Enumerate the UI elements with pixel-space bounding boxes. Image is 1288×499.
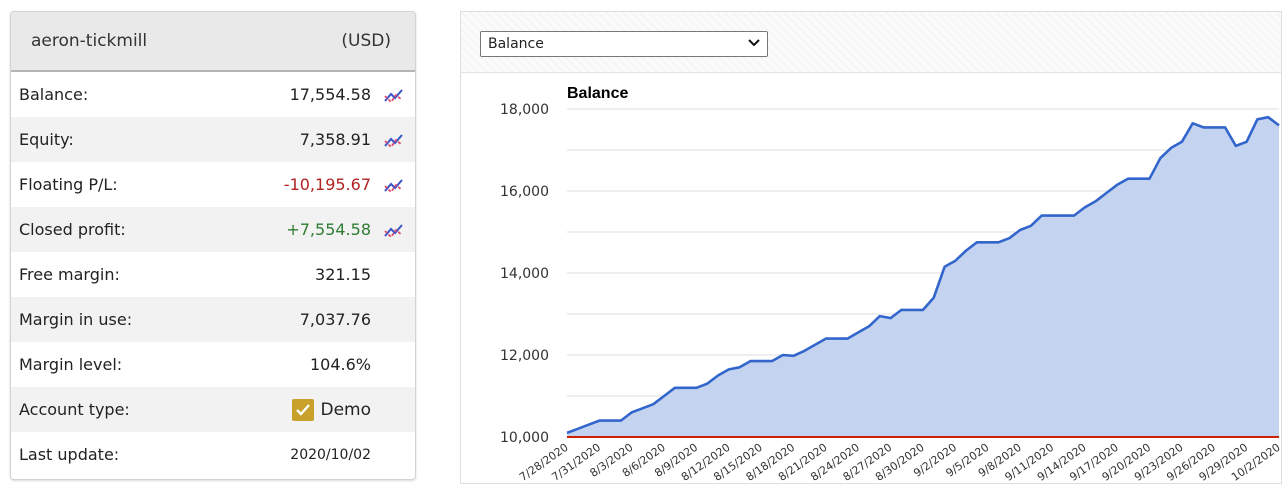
account-row: Balance: 17,554.58 (11, 72, 415, 117)
account-header: aeron-tickmill (USD) (11, 12, 415, 72)
row-label: Margin in use: (19, 310, 133, 329)
account-rows: Balance: 17,554.58 Equity: 7,358.91 Floating… (11, 72, 415, 477)
y-tick-label: 16,000 (500, 184, 549, 200)
account-name: aeron-tickmill (31, 31, 148, 51)
balance-line (566, 115, 1280, 435)
chart-title: Balance (567, 85, 628, 102)
row-value: +7,554.58 (286, 220, 371, 239)
account-type-label: Demo (320, 399, 371, 420)
chart-line-icon[interactable] (381, 130, 407, 150)
chart-line-icon[interactable] (381, 175, 407, 195)
account-row: Margin level: 104.6% (11, 342, 415, 387)
account-summary-panel: aeron-tickmill (USD) Balance: 17,554.58 Eq… (10, 11, 416, 480)
account-row: Margin in use: 7,037.76 (11, 297, 415, 342)
row-value: -10,195.67 (283, 175, 371, 194)
y-tick-label: 12,000 (500, 348, 549, 364)
account-currency: (USD) (341, 31, 391, 51)
row-value: 7,358.91 (299, 130, 371, 149)
row-label: Last update: (19, 445, 120, 464)
account-row: Account type: Demo (11, 387, 415, 432)
account-row: Floating P/L: -10,195.67 (11, 162, 415, 207)
row-icon-placeholder (381, 445, 407, 465)
chart-type-select-value: Balance (488, 36, 544, 52)
row-value: 17,554.58 (289, 85, 371, 104)
row-icon-placeholder (381, 355, 407, 375)
row-icon-placeholder (381, 265, 407, 285)
account-row: Closed profit: +7,554.58 (11, 207, 415, 252)
row-value: 104.6% (309, 355, 371, 374)
row-value: 321.15 (315, 265, 371, 284)
row-label: Floating P/L: (19, 175, 118, 194)
row-label: Closed profit: (19, 220, 126, 239)
chevron-down-icon (747, 36, 761, 52)
chart-line-icon[interactable] (381, 220, 407, 240)
account-type-value: Demo (191, 398, 371, 421)
row-icon-placeholder (381, 310, 407, 330)
chart-type-select[interactable]: Balance (480, 31, 768, 57)
balance-chart: Balance10,00012,00014,00016,00018,0007/2… (500, 85, 1281, 483)
checkmark-icon (292, 398, 315, 421)
row-label: Margin level: (19, 355, 123, 374)
row-value: 7,037.76 (299, 310, 371, 329)
row-label: Account type: (19, 400, 130, 419)
chart-toolbar: Balance (461, 12, 1281, 73)
y-tick-label: 14,000 (500, 266, 549, 282)
row-value: 2020/10/02 (290, 446, 371, 463)
row-label: Equity: (19, 130, 74, 149)
account-row: Free margin: 321.15 (11, 252, 415, 297)
balance-area (567, 117, 1279, 437)
y-tick-label: 10,000 (500, 430, 549, 446)
row-icon-placeholder (381, 400, 407, 420)
row-label: Balance: (19, 85, 89, 104)
y-tick-label: 18,000 (500, 102, 549, 118)
chart-panel: Balance Balance 10,000 12,000 14,000 16,000 1… (460, 11, 1282, 484)
chart-line-icon[interactable] (381, 85, 407, 105)
account-row: Equity: 7,358.91 (11, 117, 415, 162)
account-row: Last update: 2020/10/02 (11, 432, 415, 477)
row-label: Free margin: (19, 265, 120, 284)
